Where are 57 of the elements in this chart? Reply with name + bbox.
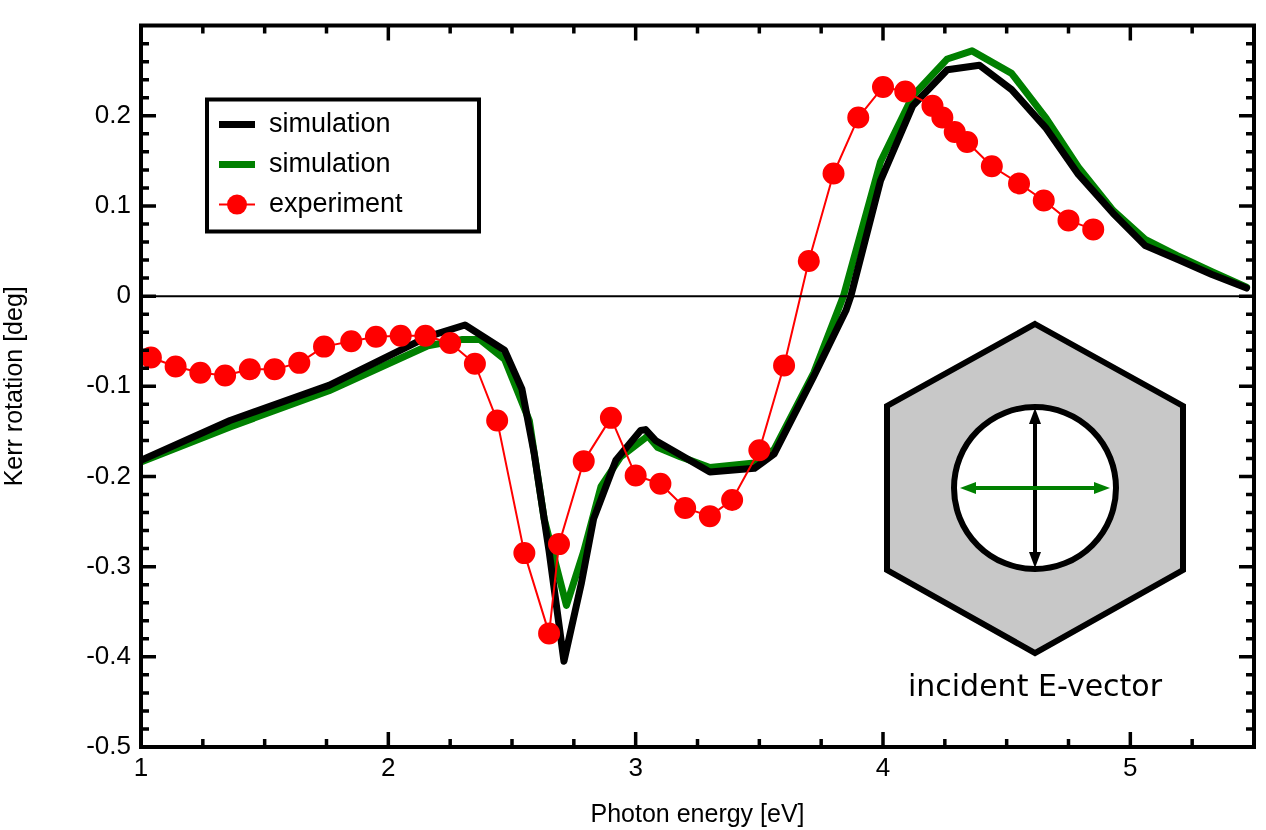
- legend-label: simulation: [269, 148, 391, 179]
- point: [721, 488, 744, 511]
- point: [599, 406, 622, 429]
- point: [547, 533, 570, 556]
- y-tick-label: -0.4: [86, 640, 131, 670]
- point: [389, 324, 412, 347]
- y-tick-label: -0.3: [86, 549, 131, 580]
- point: [439, 332, 462, 355]
- point: [364, 325, 387, 348]
- x-tick-label: 2: [381, 751, 396, 782]
- point: [797, 249, 820, 272]
- point: [513, 542, 536, 565]
- point: [931, 106, 954, 129]
- point: [1057, 209, 1080, 232]
- y-tick-label: -0.2: [86, 459, 131, 490]
- point: [649, 472, 672, 495]
- point: [773, 354, 796, 377]
- point: [872, 75, 894, 98]
- point: [538, 622, 561, 645]
- y-axis-title: Kerr rotation [deg]: [0, 286, 27, 487]
- x-tick-label: 1: [133, 751, 149, 782]
- point: [1032, 189, 1055, 212]
- annotation: incident E-vector: [907, 667, 1163, 703]
- y-tick-label: 0: [116, 279, 131, 310]
- point: [1082, 218, 1105, 241]
- point: [894, 80, 917, 103]
- point: [263, 358, 286, 381]
- point: [624, 464, 647, 487]
- point: [1008, 172, 1031, 195]
- point: [214, 364, 237, 387]
- point: [189, 361, 212, 384]
- legend-label: experiment: [269, 188, 404, 219]
- y-tick-label: 0.2: [94, 98, 131, 129]
- y-tick-label: -0.1: [86, 369, 131, 400]
- point: [847, 106, 870, 129]
- x-tick-label: 3: [628, 751, 643, 782]
- y-tick-label: 0.1: [94, 189, 131, 220]
- point: [238, 358, 261, 381]
- point: [822, 162, 845, 185]
- point: [956, 130, 979, 153]
- point: [340, 330, 363, 353]
- point: [698, 505, 721, 528]
- point: [674, 497, 697, 520]
- point: [748, 439, 771, 462]
- x-tick-label: 4: [875, 751, 891, 782]
- point: [980, 155, 1003, 178]
- point: [486, 409, 509, 432]
- legend-label: simulation: [269, 108, 391, 139]
- point: [463, 352, 486, 375]
- point: [313, 335, 336, 358]
- point: [414, 324, 437, 347]
- point: [572, 450, 595, 473]
- x-axis-title: Photon energy [eV]: [590, 798, 805, 827]
- y-tick-label: -0.5: [86, 730, 131, 761]
- x-tick-label: 5: [1123, 751, 1138, 782]
- point: [164, 355, 187, 378]
- point: [288, 351, 311, 374]
